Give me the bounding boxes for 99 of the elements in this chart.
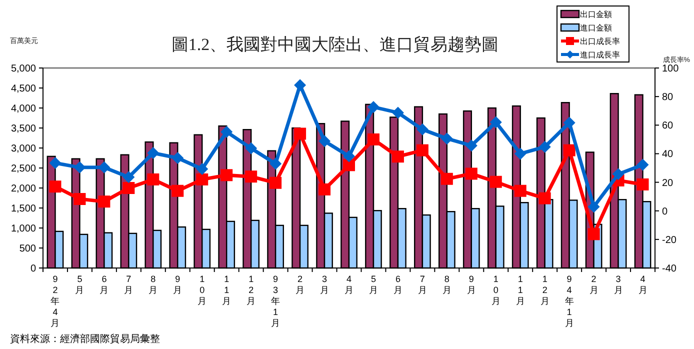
x-tick-label: 3月 (320, 274, 330, 295)
y-tick-label: 0 (30, 264, 36, 274)
x-tick-label: 4月 (344, 274, 354, 295)
point (122, 171, 135, 184)
x-tick-label: 7月 (418, 274, 427, 295)
legend-label: 進口金額 (580, 24, 612, 32)
point (343, 159, 355, 172)
point (74, 193, 86, 205)
point (440, 172, 453, 185)
point (318, 135, 331, 148)
point (172, 152, 184, 164)
point (416, 123, 428, 136)
y2-tick-label: 80 (662, 92, 674, 104)
x-tick-label: 3月 (614, 274, 623, 295)
legend-label: 進口成長率 (580, 50, 620, 60)
chart-title: 圖1.2、我國對中國大陸出、進口貿易趨勢圖 (171, 35, 499, 54)
point (416, 144, 428, 156)
x-tick-label: 6月 (100, 274, 109, 295)
x-tick-label: 4月 (638, 274, 648, 295)
point (490, 176, 502, 188)
point (392, 106, 404, 119)
source-note: 資料來源：經濟部國際貿易局彙整 (10, 333, 160, 345)
point (636, 178, 649, 190)
y-tick-label: 4,000 (10, 104, 36, 114)
point (514, 148, 526, 160)
point (538, 140, 551, 153)
point (563, 116, 576, 129)
point (122, 182, 135, 194)
point (270, 158, 282, 170)
point (147, 173, 160, 186)
point (514, 184, 526, 197)
y2-tick-label: 60 (662, 120, 674, 132)
x-tick-label: 11月 (222, 274, 232, 306)
y-tick-label: 3,000 (10, 144, 36, 154)
x-tick-label: 10月 (198, 274, 207, 306)
point (588, 200, 600, 213)
x-tick-label: 2月 (589, 274, 598, 295)
x-tick-label: 2月 (296, 274, 305, 295)
point (245, 142, 258, 154)
point (465, 168, 478, 180)
point (612, 168, 624, 180)
y-tick-label: 500 (19, 244, 36, 254)
y-tick-label: 3,500 (10, 124, 36, 134)
x-tick-label: 8月 (148, 274, 158, 295)
point (294, 128, 306, 140)
point (98, 196, 110, 208)
y2-tick-label: 20 (662, 178, 674, 189)
x-tick-label: 5月 (75, 274, 84, 295)
point (196, 173, 208, 186)
y-tick-label: 2,500 (10, 164, 36, 174)
x-tick-label: 7月 (124, 274, 134, 295)
point (172, 184, 184, 197)
legend-label: 出口成長率 (580, 37, 620, 46)
x-tick-label: 9月 (466, 274, 476, 295)
legend-label: 出口金額 (580, 10, 612, 19)
point (367, 101, 380, 113)
point (538, 192, 551, 204)
point (490, 116, 502, 128)
point (588, 228, 600, 240)
x-tick-label: 5月 (368, 274, 378, 295)
y-tick-label: 1,500 (10, 204, 36, 214)
point (245, 170, 258, 183)
point (220, 126, 233, 138)
point (465, 140, 478, 152)
y2-tick-label: 0 (662, 206, 668, 218)
x-tick-label: 92年4月 (50, 274, 60, 328)
point (367, 133, 380, 146)
x-tick-label: 9月 (173, 274, 182, 295)
y2-tick-label: 40 (662, 149, 674, 160)
y-tick-label: 4,500 (10, 84, 36, 94)
x-tick-label: 6月 (393, 274, 402, 295)
point (294, 79, 306, 92)
point (343, 150, 355, 162)
y2-tick-label: -40 (662, 264, 677, 274)
y2-tick-label: -20 (662, 234, 677, 246)
x-tick-label: 8月 (442, 274, 452, 295)
x-tick-label: 93年1月 (271, 274, 280, 328)
point (563, 144, 576, 156)
y-tick-label: 5,000 (10, 64, 36, 74)
point (196, 163, 208, 175)
point (270, 176, 282, 189)
y-tick-label: 2,000 (10, 184, 36, 194)
x-tick-label: 10月 (491, 274, 500, 306)
point (636, 158, 649, 171)
y2-tick-label: 100 (662, 64, 680, 74)
y-tick-label: 1,000 (10, 224, 36, 234)
point (49, 180, 62, 193)
point (98, 161, 110, 174)
point (74, 161, 86, 174)
point (49, 157, 62, 169)
x-tick-label: 11月 (516, 274, 525, 306)
x-tick-label: 12月 (540, 274, 550, 306)
point (318, 183, 331, 196)
point (392, 150, 404, 163)
point (440, 132, 453, 145)
point (220, 169, 233, 182)
x-tick-label: 94年1月 (564, 274, 574, 328)
x-tick-label: 12月 (246, 274, 256, 306)
point (147, 147, 160, 159)
